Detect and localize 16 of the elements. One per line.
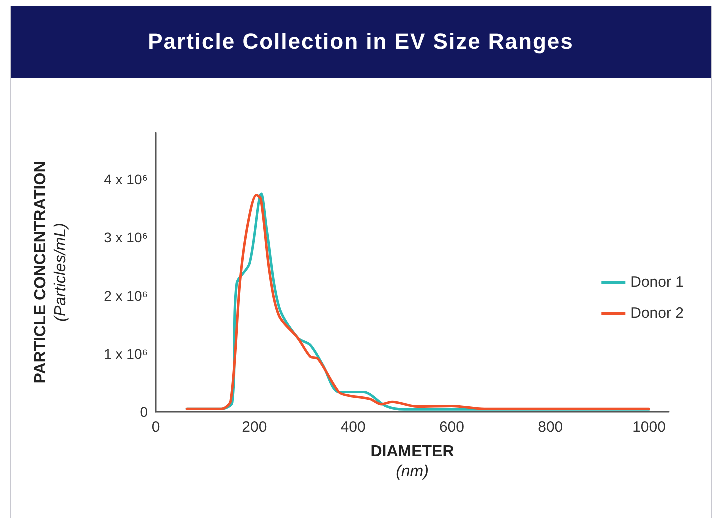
chart-title: Particle Collection in EV Size Ranges <box>11 6 711 78</box>
y-tick-label: 2 x 10⁶ <box>104 288 148 304</box>
y-tick-label: 4 x 10⁶ <box>104 172 148 188</box>
legend-label: Donor 1 <box>630 274 684 291</box>
x-tick-label: 400 <box>340 419 366 436</box>
x-tick-label: 600 <box>439 419 464 436</box>
y-tick-label: 1 x 10⁶ <box>104 346 148 362</box>
x-tick-label: 800 <box>538 419 564 436</box>
y-tick-label: 0 <box>140 404 148 420</box>
x-axis-title: DIAMETER (nm) <box>370 444 455 480</box>
x-tick-label: 0 <box>152 419 160 436</box>
y-axis-title: PARTICLE CONCENTRATION (Particles/mL) <box>32 161 70 384</box>
x-tick-label: 1000 <box>632 419 666 436</box>
legend-label: Donor 2 <box>630 305 684 322</box>
y-tick-label: 3 x 10⁶ <box>104 230 148 246</box>
x-tick-label: 200 <box>242 419 268 436</box>
